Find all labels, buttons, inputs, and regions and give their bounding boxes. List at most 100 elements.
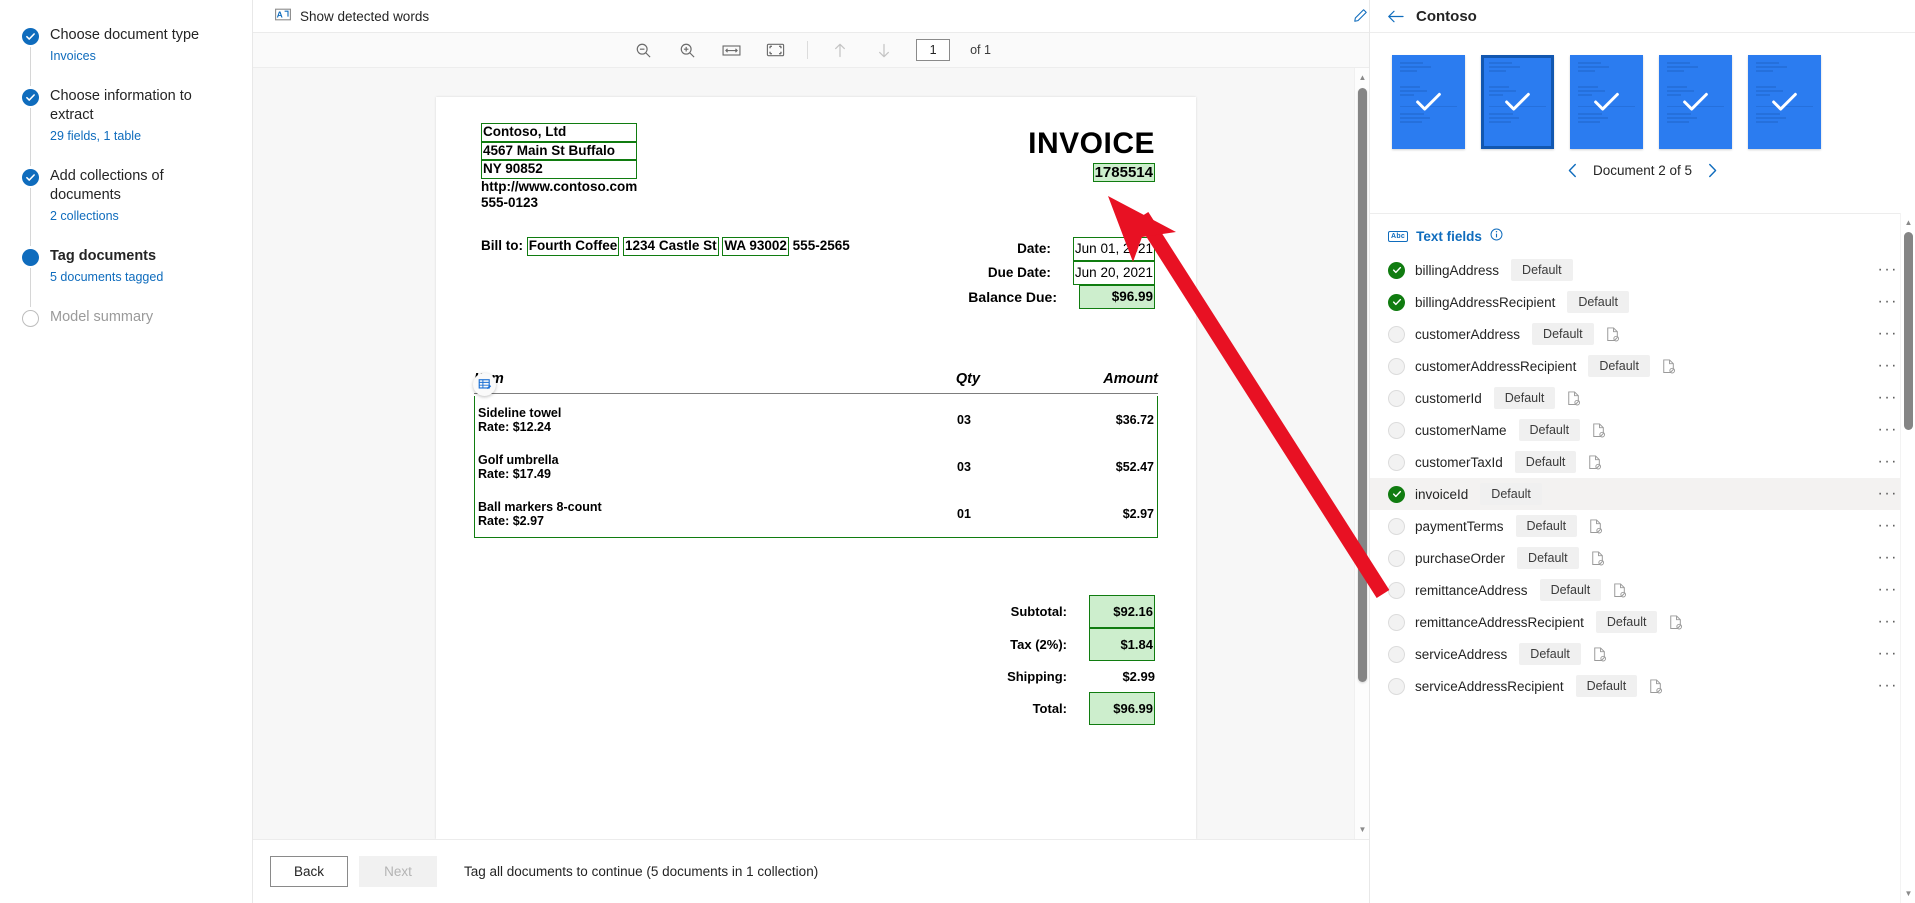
field-type-pill[interactable]: Default bbox=[1518, 419, 1581, 441]
panel-header: Contoso bbox=[1370, 0, 1915, 33]
scroll-down-icon[interactable]: ▼ bbox=[1904, 889, 1913, 898]
fit-width-icon[interactable] bbox=[719, 38, 743, 62]
field-more-options-icon[interactable]: ··· bbox=[1877, 421, 1898, 438]
field-type-pill[interactable]: Default bbox=[1532, 323, 1594, 345]
step-tag-documents[interactable]: Tag documents 5 documents tagged bbox=[0, 247, 252, 307]
zoom-in-icon[interactable] bbox=[675, 38, 699, 62]
thumbnail-check-icon bbox=[1659, 92, 1732, 113]
field-more-options-icon[interactable]: ··· bbox=[1877, 581, 1898, 598]
field-more-options-icon[interactable]: ··· bbox=[1877, 325, 1898, 342]
table-tag-icon[interactable] bbox=[473, 373, 496, 396]
fit-page-icon[interactable] bbox=[763, 38, 787, 62]
field-more-options-icon[interactable]: ··· bbox=[1877, 677, 1898, 694]
field-row-remittanceAddress[interactable]: remittanceAddress Default ··· bbox=[1370, 574, 1915, 606]
field-type-pill[interactable]: Default bbox=[1539, 579, 1602, 601]
field-more-options-icon[interactable]: ··· bbox=[1877, 517, 1898, 534]
field-name: billingAddress bbox=[1415, 262, 1500, 278]
field-row-serviceAddress[interactable]: serviceAddress Default ··· bbox=[1370, 638, 1915, 670]
field-row-customerTaxId[interactable]: customerTaxId Default ··· bbox=[1370, 446, 1915, 478]
step-subtitle[interactable]: 2 collections bbox=[50, 209, 119, 223]
step-subtitle[interactable]: Invoices bbox=[50, 49, 96, 63]
zoom-out-icon[interactable] bbox=[631, 38, 655, 62]
text-fields-header[interactable]: Abc Text fields bbox=[1370, 214, 1915, 254]
chevron-left-icon[interactable] bbox=[1567, 163, 1579, 178]
invoice-due-date-value: Jun 20, 2021 bbox=[1072, 261, 1155, 285]
scrollbar-thumb[interactable] bbox=[1904, 232, 1913, 430]
field-type-pill[interactable]: Default bbox=[1517, 547, 1579, 569]
document-thumbnail[interactable] bbox=[1570, 55, 1643, 149]
total-value: $96.99 bbox=[1089, 692, 1155, 725]
document-thumbnail[interactable] bbox=[1659, 55, 1732, 149]
invoice-meta-row: Date: Jun 01, 2021 bbox=[968, 237, 1155, 261]
scroll-up-icon[interactable]: ▲ bbox=[1904, 218, 1913, 227]
line-items-body: Sideline towel Rate: $12.24 03 $36.72 Go… bbox=[473, 373, 1158, 538]
chevron-right-icon[interactable] bbox=[1706, 163, 1718, 178]
field-more-options-icon[interactable]: ··· bbox=[1877, 261, 1898, 278]
info-icon[interactable] bbox=[1490, 228, 1503, 244]
field-row-paymentTerms[interactable]: paymentTerms Default ··· bbox=[1370, 510, 1915, 542]
step-status-pending-icon bbox=[22, 310, 39, 327]
field-row-invoiceId[interactable]: invoiceId Default ··· bbox=[1370, 478, 1915, 510]
field-row-purchaseOrder[interactable]: purchaseOrder Default ··· bbox=[1370, 542, 1915, 574]
step-choose-information-to-extract[interactable]: Choose information to extract 29 fields,… bbox=[0, 87, 252, 166]
field-row-customerId[interactable]: customerId Default ··· bbox=[1370, 382, 1915, 414]
back-arrow-icon[interactable] bbox=[1387, 9, 1404, 24]
document-viewer-scrollbar[interactable]: ▲ ▼ bbox=[1354, 68, 1369, 839]
step-connector-line bbox=[30, 268, 31, 307]
page-number-input[interactable]: 1 bbox=[916, 39, 951, 61]
previous-page-icon[interactable] bbox=[828, 38, 852, 62]
next-page-icon[interactable] bbox=[872, 38, 896, 62]
field-type-pill[interactable]: Default bbox=[1567, 291, 1629, 313]
field-type-pill[interactable]: Default bbox=[1514, 451, 1577, 473]
step-add-collections-of-documents[interactable]: Add collections of documents 2 collectio… bbox=[0, 167, 252, 246]
field-more-options-icon[interactable]: ··· bbox=[1877, 645, 1898, 662]
field-status-untagged-icon bbox=[1388, 581, 1405, 599]
tagging-panel: Contoso bbox=[1369, 0, 1915, 903]
field-more-options-icon[interactable]: ··· bbox=[1877, 293, 1898, 310]
scroll-up-icon[interactable]: ▲ bbox=[1358, 73, 1367, 82]
document-not-tagged-icon bbox=[1606, 326, 1620, 342]
table-row: Ball markers 8-count Rate: $2.97 01 $2.9… bbox=[475, 490, 1157, 537]
field-type-pill[interactable]: Default bbox=[1493, 387, 1556, 409]
line-item-name: Sideline towel bbox=[478, 405, 562, 420]
step-choose-document-type[interactable]: Choose document type Invoices bbox=[0, 26, 252, 86]
document-thumbnail[interactable] bbox=[1748, 55, 1821, 149]
field-more-options-icon[interactable]: ··· bbox=[1877, 613, 1898, 630]
document-thumbnail[interactable] bbox=[1392, 55, 1465, 149]
field-type-pill[interactable]: Default bbox=[1519, 643, 1581, 665]
collection-title: Contoso bbox=[1416, 7, 1477, 25]
show-detected-words-button[interactable]: A Show detected words bbox=[275, 7, 429, 25]
back-button[interactable]: Back bbox=[270, 856, 348, 887]
field-type-pill[interactable]: Default bbox=[1588, 355, 1650, 377]
field-more-options-icon[interactable]: ··· bbox=[1877, 549, 1898, 566]
step-subtitle[interactable]: 5 documents tagged bbox=[50, 270, 164, 284]
document-not-tagged-icon bbox=[1591, 550, 1605, 566]
field-name: customerTaxId bbox=[1415, 454, 1503, 470]
field-type-pill[interactable]: Default bbox=[1595, 611, 1658, 633]
document-thumbnail-selected[interactable] bbox=[1481, 55, 1554, 149]
field-more-options-icon[interactable]: ··· bbox=[1877, 357, 1898, 374]
field-more-options-icon[interactable]: ··· bbox=[1877, 389, 1898, 406]
field-type-pill[interactable]: Default bbox=[1511, 259, 1573, 281]
line-item-qty: 03 bbox=[957, 459, 971, 474]
scrollbar-thumb[interactable] bbox=[1358, 88, 1367, 682]
column-header-item: Item bbox=[474, 371, 908, 387]
scroll-down-icon[interactable]: ▼ bbox=[1358, 825, 1367, 834]
field-row-customerAddress[interactable]: customerAddress Default ··· bbox=[1370, 318, 1915, 350]
field-type-pill[interactable]: Default bbox=[1480, 483, 1542, 505]
step-subtitle[interactable]: 29 fields, 1 table bbox=[50, 129, 142, 143]
field-row-billingAddress[interactable]: billingAddress Default ··· bbox=[1370, 254, 1915, 286]
field-row-remittanceAddressRecipient[interactable]: remittanceAddressRecipient Default ··· bbox=[1370, 606, 1915, 638]
field-type-pill[interactable]: Default bbox=[1575, 675, 1638, 697]
field-row-billingAddressRecipient[interactable]: billingAddressRecipient Default ··· bbox=[1370, 286, 1915, 318]
field-more-options-icon[interactable]: ··· bbox=[1877, 453, 1898, 470]
field-more-options-icon[interactable]: ··· bbox=[1877, 485, 1898, 502]
field-name: serviceAddress bbox=[1415, 646, 1508, 662]
fields-scrollbar[interactable]: ▲ ▼ bbox=[1900, 213, 1915, 903]
field-row-customerName[interactable]: customerName Default ··· bbox=[1370, 414, 1915, 446]
field-status-untagged-icon bbox=[1388, 421, 1405, 439]
field-type-pill[interactable]: Default bbox=[1515, 515, 1578, 537]
bill-to-block: Bill to: Fourth Coffee 1234 Castle St WA… bbox=[481, 237, 850, 256]
field-row-customerAddressRecipient[interactable]: customerAddressRecipient Default ··· bbox=[1370, 350, 1915, 382]
field-row-serviceAddressRecipient[interactable]: serviceAddressRecipient Default ··· bbox=[1370, 670, 1915, 702]
